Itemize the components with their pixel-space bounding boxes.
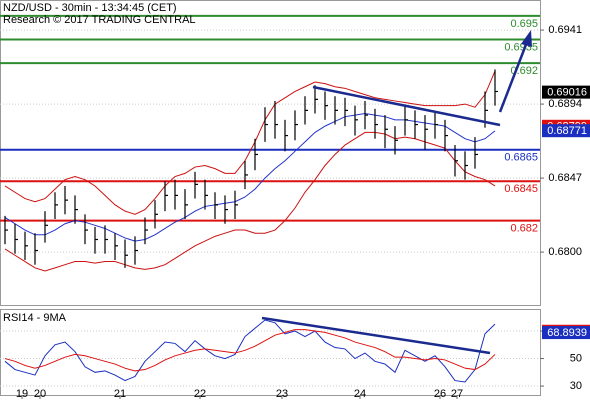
indicator-line [4,113,496,242]
level-label: 0.6865 [504,152,538,164]
indicator-line [4,329,496,372]
trend-line [312,85,501,127]
level-label: 0.682 [510,223,538,235]
indicator-line [4,70,496,215]
y-tick-label: 0.6894 [548,98,582,110]
y-tick-label: 0.6941 [548,24,582,36]
x-tick-label: 21 [114,388,126,400]
x-tick-label: 20 [34,388,46,400]
level-label: 0.695 [510,18,538,30]
y-tick-label: 30 [570,380,582,392]
y-tick-label: 0.6800 [548,246,582,258]
arrow-head [521,30,532,47]
price-panel [0,0,541,306]
price-badge-label: 0.69016 [547,87,587,99]
price-badge [542,326,590,340]
rsi-panel [0,309,541,396]
y-tick-label: 50 [570,352,582,364]
indicator-line [4,319,496,383]
rsi-title: RSI14 - 9MA [3,312,67,324]
x-tick-label: 27 [451,388,463,400]
level-label: 0.6935 [504,41,538,53]
level-label: 0.6845 [504,183,538,195]
x-tick-label: 23 [276,388,288,400]
rsi-trend-line [261,316,491,355]
indicator-line [4,131,496,272]
plot-layer: 0.69410.68940.68470.68000.6950.69350.692… [0,14,590,400]
price-badge [542,124,590,138]
price-badge [542,85,590,99]
x-tick-label: 24 [354,388,366,400]
chart-subtitle: Research © 2017 TRADING CENTRAL [3,14,196,26]
price-badge-label: 68.8939 [547,327,587,339]
x-tick-label: 22 [194,388,206,400]
price-badge-label: 0.68771 [547,125,587,137]
forecast-arrow [498,41,529,113]
x-tick-label: 19 [16,388,28,400]
x-tick-label: 26 [434,388,446,400]
y-tick-label: 0.6847 [548,172,582,184]
chart-title: NZD/USD - 30min - 13:34:45 (CET) [3,2,177,14]
